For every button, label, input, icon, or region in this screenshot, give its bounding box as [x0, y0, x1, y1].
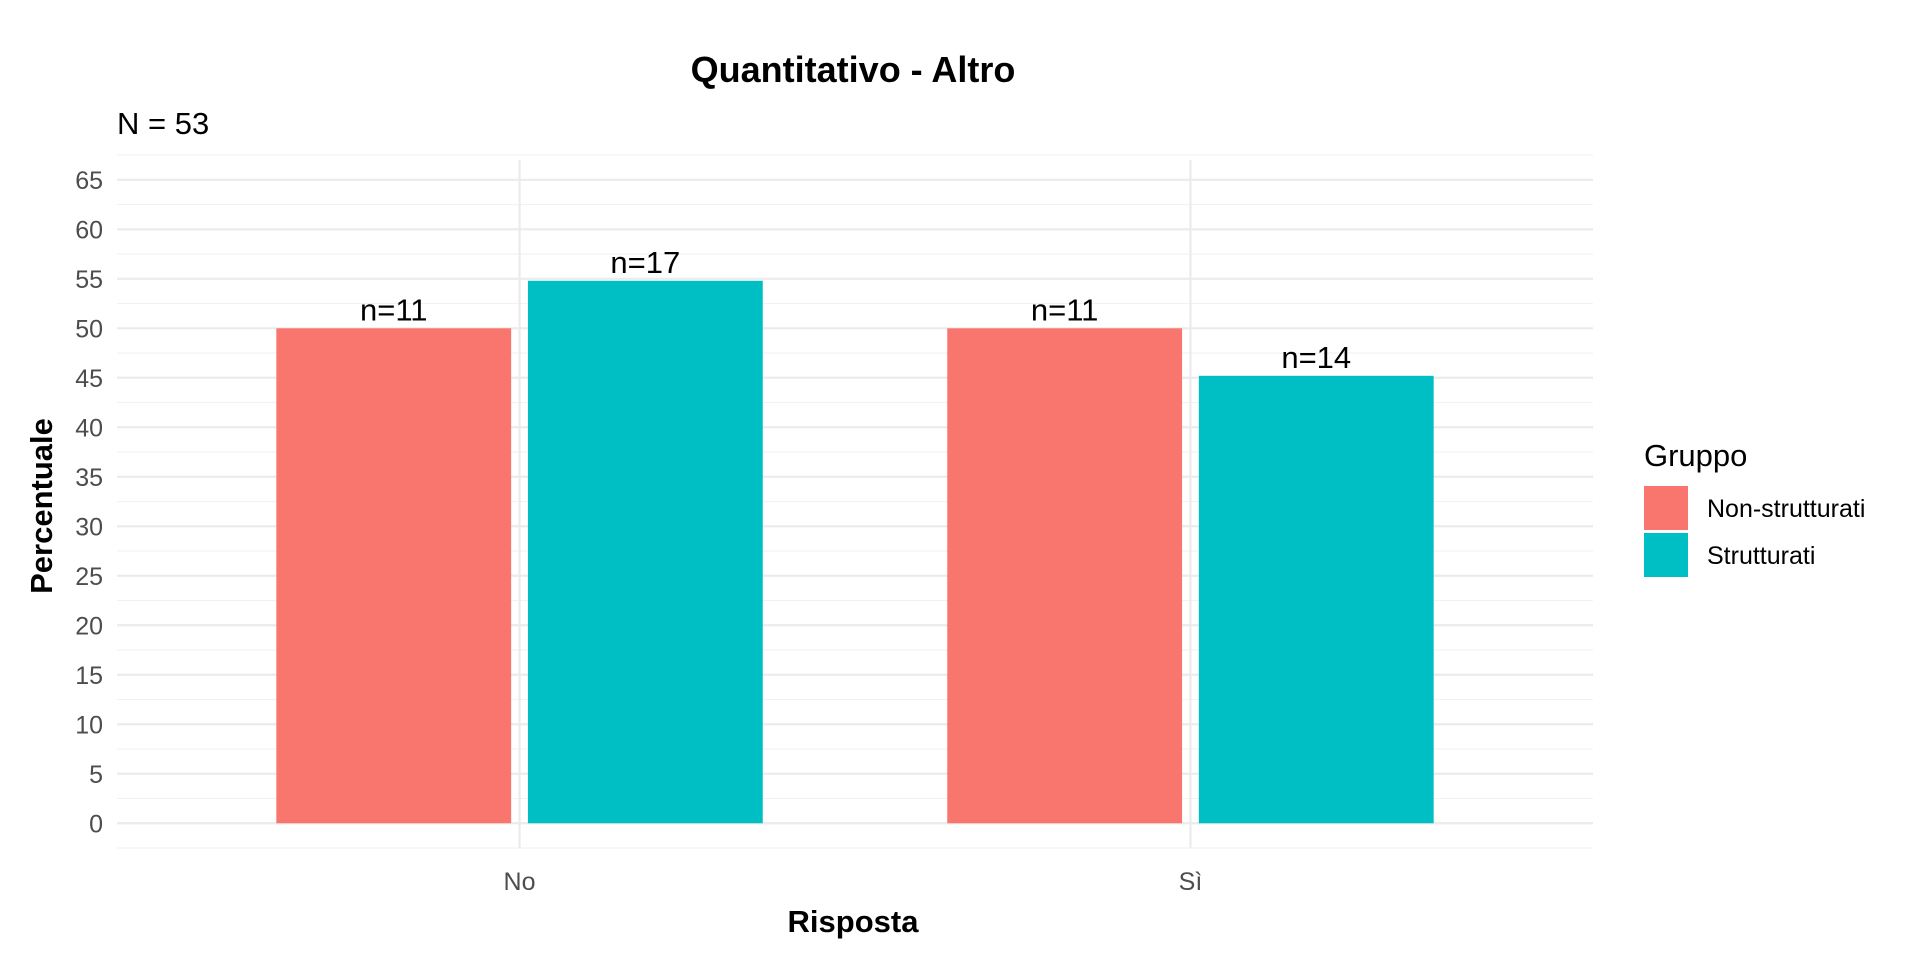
- y-tick-label: 50: [75, 315, 103, 343]
- y-axis-title: Percentuale: [24, 418, 59, 594]
- x-axis-ticks: No Sì: [504, 868, 1203, 896]
- legend-label: Non-strutturati: [1707, 495, 1865, 523]
- legend-title: Gruppo: [1644, 438, 1747, 473]
- bar-non-strutturati-no: [276, 328, 512, 824]
- y-axis-ticks: 0 5 10 15 20 25 30 35 40 45 50 55 60 65: [75, 167, 103, 838]
- y-tick-label: 30: [75, 513, 103, 541]
- bar-strutturati-no: [527, 280, 763, 824]
- x-axis-title: Risposta: [788, 904, 920, 939]
- bars: [276, 280, 1434, 824]
- y-tick-label: 40: [75, 414, 103, 442]
- bar-strutturati-sì: [1198, 375, 1434, 824]
- y-tick-label: 5: [89, 761, 103, 789]
- bar-data-label: n=11: [360, 292, 428, 327]
- y-tick-label: 20: [75, 612, 103, 640]
- y-tick-label: 65: [75, 167, 103, 195]
- legend: Gruppo Non-strutturati Strutturati: [1644, 438, 1865, 577]
- chart-title: Quantitativo - Altro: [691, 49, 1016, 90]
- bar-labels: n=11 n=11 n=17 n=14: [360, 245, 1351, 375]
- legend-label: Strutturati: [1707, 542, 1815, 570]
- y-tick-label: 25: [75, 563, 103, 591]
- chart-subtitle: N = 53: [117, 106, 209, 141]
- y-tick-label: 10: [75, 711, 103, 739]
- bar-data-label: n=17: [610, 245, 680, 280]
- bar-data-label: n=11: [1031, 292, 1099, 327]
- y-tick-label: 35: [75, 464, 103, 492]
- bar-non-strutturati-sì: [947, 328, 1183, 824]
- legend-key: [1644, 486, 1688, 530]
- y-tick-label: 55: [75, 266, 103, 294]
- y-tick-label: 60: [75, 216, 103, 244]
- x-tick-label: Sì: [1179, 868, 1203, 896]
- x-tick-label: No: [504, 868, 536, 896]
- y-tick-label: 45: [75, 365, 103, 393]
- y-tick-label: 15: [75, 662, 103, 690]
- y-tick-label: 0: [89, 810, 103, 838]
- bar-data-label: n=14: [1281, 340, 1351, 375]
- x-grid: [518, 160, 1192, 848]
- legend-key: [1644, 533, 1688, 577]
